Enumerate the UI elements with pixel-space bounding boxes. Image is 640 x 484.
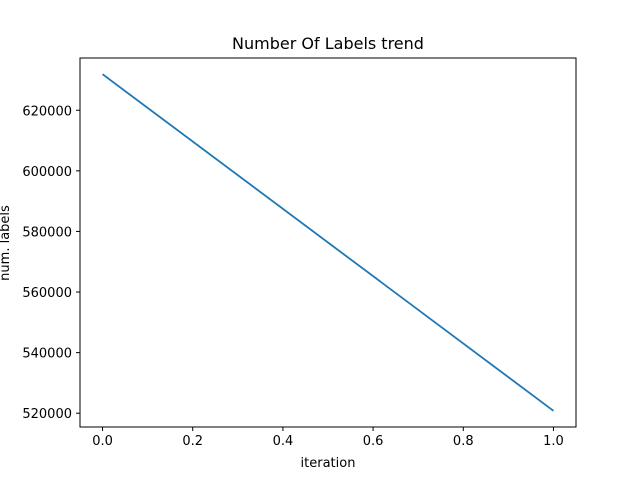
- y-tick-label: 520000: [22, 407, 72, 422]
- x-tick-label: 1.0: [543, 434, 564, 449]
- x-tick-label: 0.6: [363, 434, 384, 449]
- y-tick-label: 580000: [22, 225, 72, 240]
- series-line: [102, 73, 554, 412]
- y-tick-label: 560000: [22, 286, 72, 301]
- x-tick-label: 0.4: [273, 434, 294, 449]
- plot-area-frame: [79, 57, 577, 428]
- x-tick-label: 0.8: [453, 434, 474, 449]
- x-tick-label: 0.0: [92, 434, 113, 449]
- x-axis-label: iteration: [301, 456, 356, 471]
- y-tick-label: 600000: [22, 165, 72, 180]
- y-tick-label: 620000: [22, 104, 72, 119]
- y-axis-label: num. labels: [0, 205, 13, 281]
- y-tick-label: 540000: [22, 347, 72, 362]
- chart-title: Number Of Labels trend: [232, 34, 424, 53]
- x-tick-label: 0.2: [182, 434, 203, 449]
